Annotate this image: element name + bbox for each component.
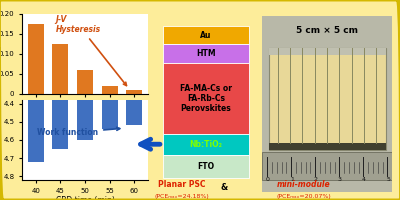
FancyBboxPatch shape — [163, 44, 249, 63]
Text: (PCEₘₐₓ=24.18%): (PCEₘₐₓ=24.18%) — [155, 194, 209, 199]
Text: Nb:TiO₂: Nb:TiO₂ — [190, 140, 222, 149]
FancyBboxPatch shape — [268, 48, 386, 55]
Bar — [52, 0, 68, 149]
Bar — [77, 0, 93, 140]
Y-axis label: HI: HI — [0, 47, 2, 56]
Text: J-V
Hysteresis: J-V Hysteresis — [56, 15, 126, 86]
Text: mini-module: mini-module — [277, 180, 331, 189]
FancyBboxPatch shape — [163, 134, 249, 155]
Text: Au: Au — [200, 31, 212, 40]
Text: &: & — [220, 183, 228, 192]
FancyBboxPatch shape — [163, 26, 249, 44]
Text: Planar PSC: Planar PSC — [158, 180, 206, 189]
Text: FA-MA-Cs or
FA-Rb-Cs
Perovskites: FA-MA-Cs or FA-Rb-Cs Perovskites — [180, 84, 232, 113]
FancyBboxPatch shape — [262, 16, 392, 192]
Bar — [28, 0, 44, 162]
Text: FTO: FTO — [198, 162, 214, 171]
Text: (PCEₘₐₓ=20.07%): (PCEₘₐₓ=20.07%) — [277, 194, 331, 199]
Text: 1: 1 — [290, 177, 294, 182]
Bar — [102, 0, 118, 129]
Text: 4: 4 — [362, 177, 366, 182]
Bar — [102, 86, 118, 94]
Bar — [28, 24, 44, 94]
FancyBboxPatch shape — [262, 152, 392, 180]
Text: 5 cm × 5 cm: 5 cm × 5 cm — [296, 26, 358, 35]
FancyBboxPatch shape — [163, 63, 249, 134]
Text: 2: 2 — [314, 177, 318, 182]
Text: HTM: HTM — [196, 49, 216, 58]
FancyBboxPatch shape — [268, 143, 386, 150]
Bar — [77, 70, 93, 94]
FancyBboxPatch shape — [163, 155, 249, 178]
X-axis label: CBD time (min): CBD time (min) — [56, 196, 114, 200]
FancyBboxPatch shape — [268, 48, 386, 150]
Bar — [126, 90, 142, 94]
Bar — [126, 0, 142, 125]
Text: 0: 0 — [266, 177, 270, 182]
Text: Work function: Work function — [37, 127, 120, 137]
Text: 3: 3 — [338, 177, 342, 182]
Bar — [52, 44, 68, 94]
Text: 5: 5 — [386, 177, 390, 182]
